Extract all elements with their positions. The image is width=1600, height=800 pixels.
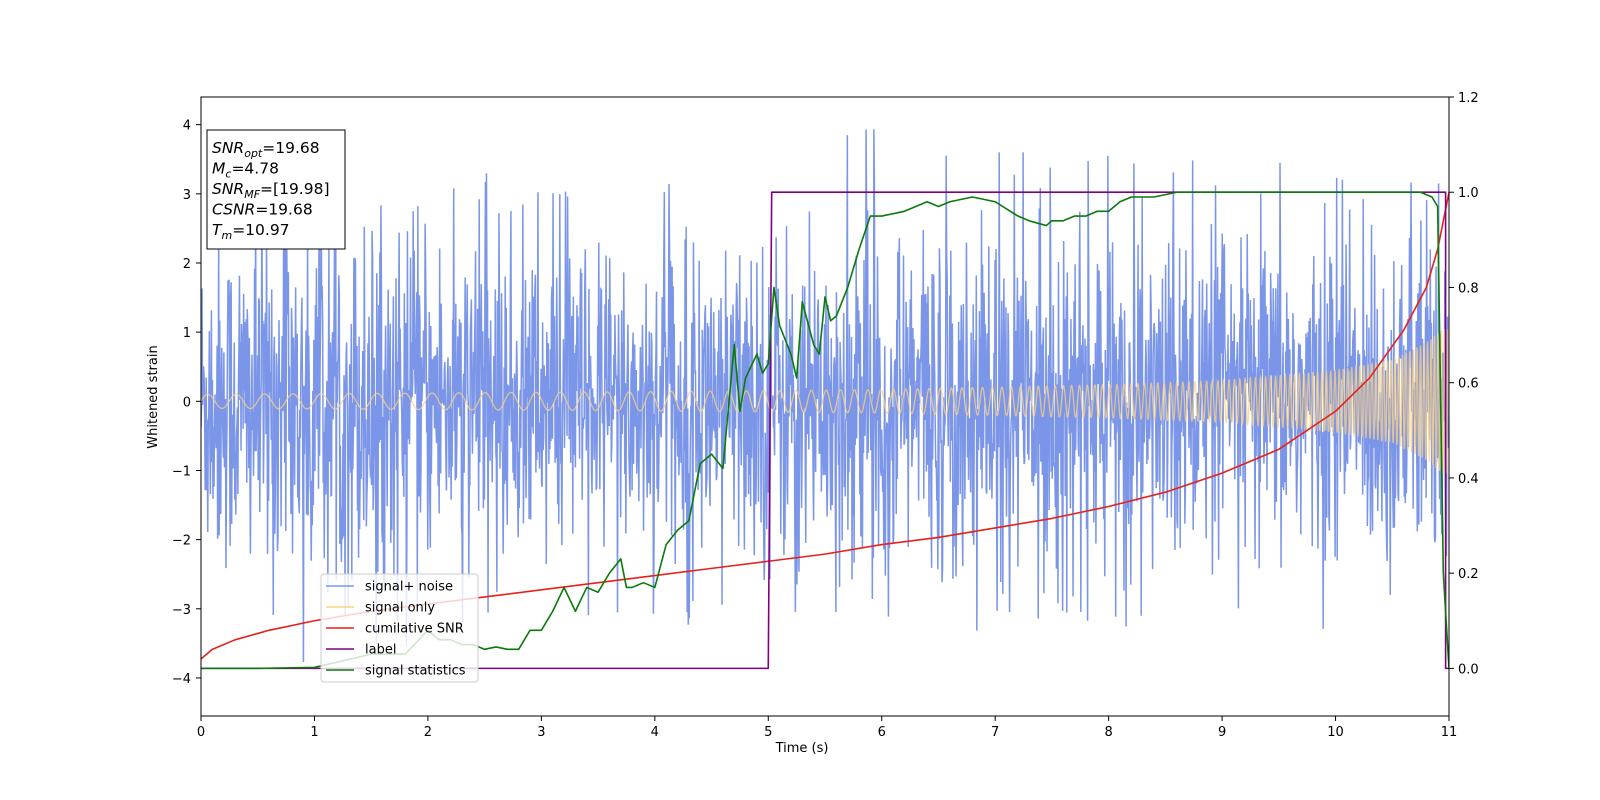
y-tick-label: −1 — [172, 464, 191, 479]
info-line: CSNR=19.68 — [212, 201, 313, 219]
legend-label: signal+ noise — [365, 580, 453, 595]
legend-label: cumilative SNR — [365, 622, 464, 637]
x-tick-label: 11 — [1441, 725, 1458, 740]
info-box: SNRopt=19.68Mc=4.78SNRMF=[19.98]CSNR=19.… — [206, 129, 346, 250]
legend-frame — [320, 573, 479, 683]
info-symbol: SNR — [212, 139, 244, 157]
axes: 0 1 2 3 4 5 6 7 8 9 10 11 −4 −3 −2 −1 0 1 2 3 4 0.0 0.2 0.4 0.6 0… — [172, 91, 1479, 740]
info-subscript: opt — [244, 147, 263, 160]
info-line: Mc=4.78 — [212, 160, 279, 181]
x-tick-label: 0 — [197, 725, 205, 740]
x-tick-label: 5 — [764, 725, 772, 740]
y2-tick-label: 0.0 — [1458, 662, 1479, 677]
info-subscript: c — [225, 168, 231, 181]
x-tick-label: 10 — [1327, 725, 1344, 740]
x-tick-label: 6 — [878, 725, 886, 740]
y-tick-label: −2 — [172, 534, 191, 549]
info-value: =19.68 — [255, 201, 312, 219]
x-tick-label: 2 — [424, 725, 432, 740]
series-signal-only — [201, 329, 1449, 474]
y-tick-label: −4 — [172, 672, 191, 687]
info-subscript: MF — [244, 188, 260, 201]
info-line: SNRMF=[19.98] — [212, 180, 330, 201]
y2-tick-label: 1.0 — [1458, 186, 1479, 201]
series-label — [201, 191, 1449, 670]
y2-tick-label: 1.2 — [1458, 91, 1479, 106]
plot-frame — [200, 96, 1450, 717]
legend: signal+ noise signal only cumilative SNR la… — [320, 573, 479, 683]
y-axis-label: Whitened strain — [146, 345, 161, 448]
x-tick-label: 7 — [991, 725, 999, 740]
info-box-frame — [206, 129, 346, 250]
info-line: SNRopt=19.68 — [212, 139, 320, 160]
x-tick-label: 9 — [1218, 725, 1226, 740]
x-tick-label: 8 — [1104, 725, 1112, 740]
x-tick-label: 4 — [651, 725, 659, 740]
y2-tick-label: 0.4 — [1458, 472, 1479, 487]
info-symbol: SNR — [212, 180, 244, 198]
y-tick-label: 0 — [183, 395, 191, 410]
y2-tick-label: 0.6 — [1458, 377, 1479, 392]
info-symbol: M — [212, 160, 225, 178]
info-value: =[19.98] — [260, 180, 329, 198]
legend-label: label — [365, 643, 396, 658]
info-subscript: m — [221, 229, 232, 242]
info-value: =10.97 — [232, 221, 289, 239]
info-value: =19.68 — [262, 139, 319, 157]
info-symbol: CSNR — [212, 201, 255, 219]
series-signal-statistics — [201, 191, 1449, 670]
y2-tick-label: 0.2 — [1458, 567, 1479, 582]
series-signal-plus-noise — [201, 129, 1449, 663]
legend-label: signal only — [365, 601, 435, 616]
y-tick-label: 3 — [183, 188, 191, 203]
info-value: =4.78 — [231, 160, 279, 178]
y-tick-label: 2 — [183, 257, 191, 272]
legend-label: signal statistics — [365, 664, 466, 679]
y-tick-label: 1 — [183, 326, 191, 341]
y-tick-label: 4 — [183, 119, 191, 134]
x-axis-label: Time (s) — [775, 741, 829, 756]
y-tick-label: −3 — [172, 603, 191, 618]
y2-tick-label: 0.8 — [1458, 281, 1479, 296]
info-symbol: T — [212, 221, 223, 239]
x-tick-label: 3 — [537, 725, 545, 740]
x-tick-label: 1 — [310, 725, 318, 740]
info-line: Tm=10.97 — [212, 221, 290, 242]
